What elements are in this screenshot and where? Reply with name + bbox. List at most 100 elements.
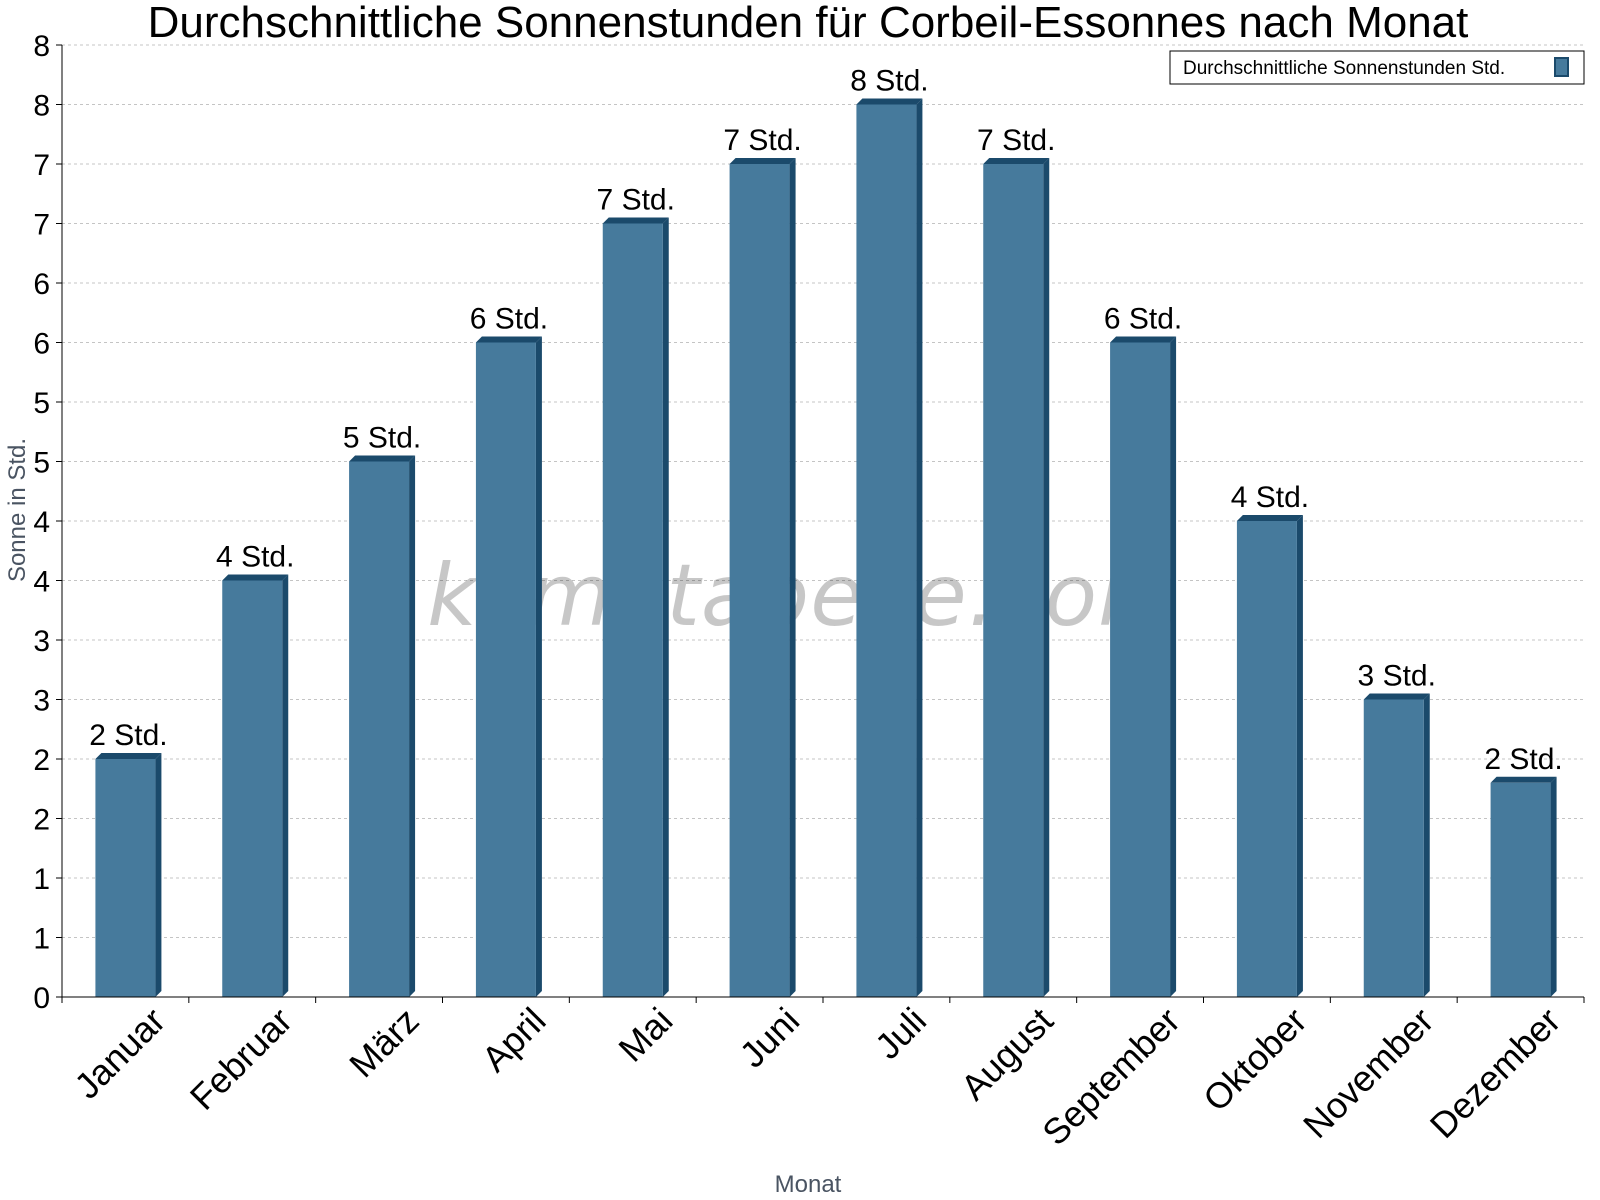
bar-side [662,217,669,997]
y-axis-title: Sonne in Std. [4,438,31,582]
x-tick-label: März [341,1000,427,1086]
bar-top [1490,776,1557,783]
data-label: 7 Std. [723,124,801,157]
x-tick-label: November [1295,1000,1441,1146]
legend-box [1169,50,1585,85]
gridlines [62,44,1584,938]
bar [983,164,1044,997]
x-tick-label: August [953,1000,1061,1108]
bar-top [222,574,289,581]
bar-side [1423,693,1430,997]
y-tick-labels: 0 1 1 2 2 3 3 4 4 5 5 6 6 7 7 8 8 [33,30,50,1015]
bar-top [983,158,1050,164]
data-label: 8 Std. [850,65,928,98]
y-tick-label: 2 [33,804,50,837]
bar-side [1170,336,1177,997]
bar-8 [983,158,1050,997]
bar-side [282,574,289,997]
bar-top [1110,336,1177,343]
bar-side [409,455,416,997]
bar-top [1236,515,1303,521]
bar-top [602,217,669,224]
bar [349,461,410,997]
x-tick-label: Dezember [1422,1000,1568,1146]
legend: Durchschnittliche Sonnenstunden Std. [1169,50,1585,85]
bar [856,104,917,997]
bar [1363,699,1424,997]
x-tick-label: April [474,1000,554,1080]
bar-side [916,98,923,997]
x-tick-label: Oktober [1195,1000,1315,1120]
y-tick-label: 7 [33,209,50,242]
bar [1110,342,1171,997]
y-tick-label: 2 [33,744,50,777]
bar-5 [602,217,669,997]
y-tick-label: 3 [33,625,50,658]
bars: 2 Std. 4 Std. 5 Std. 6 Std. 7 Std. 7 Std. 8 St… [89,65,1563,997]
bar-side [1550,776,1557,997]
bar-3 [349,455,416,997]
data-label: 5 Std. [343,422,421,455]
bar-top [475,336,542,343]
bar-top [95,753,162,759]
bar-side [1043,158,1050,997]
y-tick-label: 1 [33,923,50,956]
y-tick-label: 6 [33,328,50,361]
x-tick-label: Februar [182,1000,300,1118]
data-label: 4 Std. [216,541,294,574]
bar [1236,521,1297,997]
bar-top [1363,693,1430,700]
axes [56,44,1585,1003]
y-tick-label: 7 [33,149,50,182]
data-label: 4 Std. [1231,481,1309,514]
legend-swatch [1554,57,1569,77]
bar [1490,782,1551,997]
bar-side [535,336,542,997]
y-tick-label: 4 [33,566,50,599]
bar [729,164,790,997]
y-tick-label: 5 [33,387,50,420]
data-label: 2 Std. [1484,743,1562,776]
y-tick-label: 0 [33,982,50,1015]
bar-10 [1236,515,1303,997]
bar-4 [475,336,542,997]
data-label: 2 Std. [89,719,167,752]
bar [475,342,536,997]
x-axis-title: Monat [775,1171,842,1198]
data-label: 7 Std. [597,184,675,217]
bar-side [155,753,162,997]
y-tick-label: 8 [33,30,50,63]
x-tick-labels: Januar Februar März April Mai Juni Juli AugustS… [66,1000,1568,1154]
bar-2 [222,574,289,997]
bar-11 [1363,693,1430,997]
data-label: 3 Std. [1358,660,1436,693]
bar-side [1296,515,1303,997]
y-tick-label: 8 [33,90,50,123]
bar-top [856,98,923,105]
data-label: 7 Std. [977,124,1055,157]
x-tick-label: Juni [732,1000,808,1076]
y-tick-label: 5 [33,447,50,480]
bar-top [729,158,796,164]
y-tick-label: 1 [33,863,50,896]
bar-side [789,158,796,997]
bar-12 [1490,776,1557,997]
y-tick-label: 6 [33,268,50,301]
y-tick-label: 4 [33,506,50,539]
bar-6 [729,158,796,997]
bar-1 [95,753,162,997]
bar [602,223,663,997]
x-tick-label: Januar [66,1000,173,1107]
watermark: klimatabelle.com [427,546,1183,646]
legend-entry-label: Durchschnittliche Sonnenstunden Std. [1183,58,1505,79]
bar-7 [856,98,923,997]
chart-title: Durchschnittliche Sonnenstunden für Corb… [148,0,1469,47]
x-tick-label: September [1034,1000,1188,1154]
x-tick-label: Mai [610,1000,680,1070]
data-label: 6 Std. [1104,303,1182,336]
data-label: 6 Std. [470,303,548,336]
bar [95,759,156,997]
bar-9 [1110,336,1177,997]
